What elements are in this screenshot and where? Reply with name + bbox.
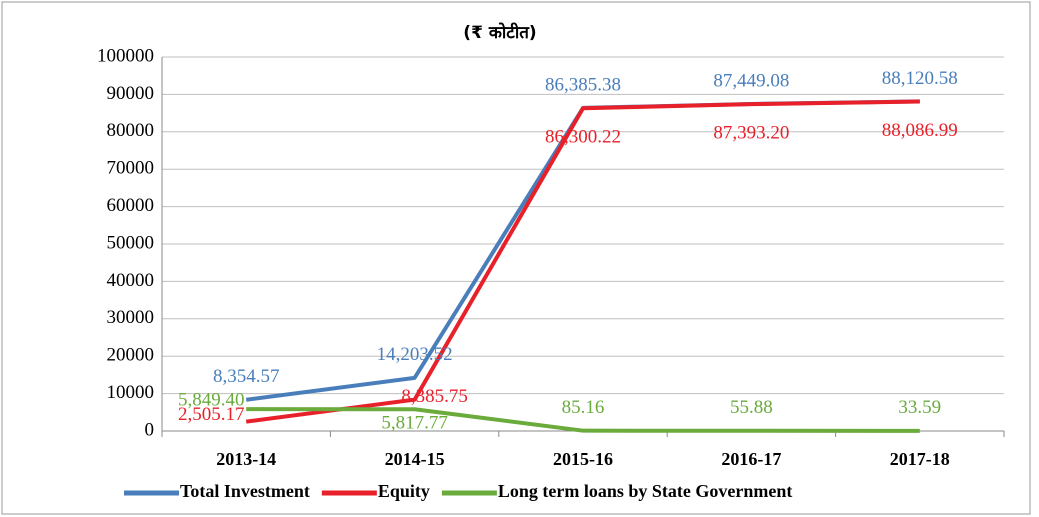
y-tick-label: 100000: [97, 45, 154, 66]
x-tick-label: 2014-15: [385, 449, 445, 469]
data-label: 55.88: [730, 397, 773, 418]
data-label: 87,449.08: [713, 70, 789, 91]
y-tick-label: 10000: [107, 382, 155, 403]
chart-title: (₹ कोटीत): [463, 22, 536, 43]
y-tick-label: 0: [145, 419, 155, 440]
legend-label: Long term loans by State Government: [498, 481, 792, 501]
data-label: 2,505.17: [178, 404, 245, 425]
y-tick-label: 30000: [107, 307, 155, 328]
legend-label: Total Investment: [180, 481, 310, 501]
x-tick-label: 2013-14: [216, 449, 276, 469]
data-label: 88,120.58: [882, 68, 958, 89]
y-tick-label: 70000: [107, 158, 155, 179]
data-label: 86,300.22: [545, 127, 621, 148]
data-label: 5,849.40: [178, 389, 245, 410]
data-label: 14,203.52: [377, 344, 453, 365]
y-tick-label: 20000: [107, 345, 155, 366]
y-tick-label: 50000: [107, 232, 155, 253]
data-label: 8,385.75: [401, 386, 468, 407]
y-tick-label: 40000: [107, 270, 155, 291]
x-tick-label: 2017-18: [890, 449, 950, 469]
data-label: 85.16: [562, 397, 605, 418]
data-label: 87,393.20: [713, 123, 789, 144]
x-tick-label: 2016-17: [721, 449, 781, 469]
data-label: 33.59: [898, 397, 941, 418]
data-label: 5,817.77: [381, 413, 448, 434]
data-label: 88,086.99: [882, 120, 958, 141]
data-label: 8,354.57: [213, 366, 280, 387]
data-label: 86,385.38: [545, 74, 621, 95]
series-line: [245, 99, 920, 424]
series-line: [246, 407, 920, 433]
y-tick-label: 90000: [107, 83, 155, 104]
legend-label: Equity: [378, 481, 430, 501]
x-tick-label: 2015-16: [553, 449, 613, 469]
y-tick-label: 60000: [107, 195, 155, 216]
y-tick-label: 80000: [107, 120, 155, 141]
